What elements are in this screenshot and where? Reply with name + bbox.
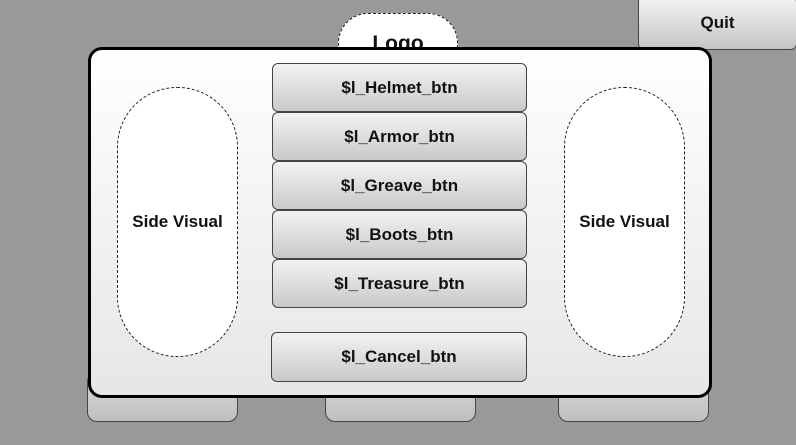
cancel-button[interactable]: $l_Cancel_btn <box>271 332 527 382</box>
greave-button[interactable]: $l_Greave_btn <box>272 161 527 210</box>
quit-button[interactable]: Quit <box>638 0 796 50</box>
side-visual-left: Side Visual <box>117 87 238 357</box>
side-visual-right: Side Visual <box>564 87 685 357</box>
armor-button[interactable]: $l_Armor_btn <box>272 112 527 161</box>
boots-button[interactable]: $l_Boots_btn <box>272 210 527 259</box>
treasure-button[interactable]: $l_Treasure_btn <box>272 259 527 308</box>
helmet-button[interactable]: $l_Helmet_btn <box>272 63 527 112</box>
